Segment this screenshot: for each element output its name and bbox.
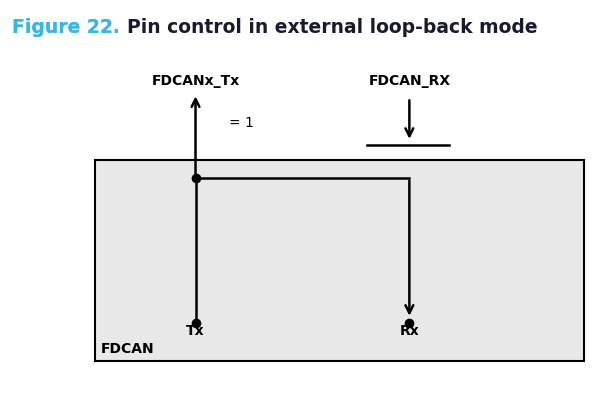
Text: Figure 22.: Figure 22. [12,18,126,37]
Text: = 1: = 1 [229,115,254,129]
Text: Pin control in external loop-back mode: Pin control in external loop-back mode [126,18,537,37]
Text: FDCANx_Tx: FDCANx_Tx [152,74,240,88]
Text: FDCAN: FDCAN [101,341,155,355]
Text: Tx: Tx [186,323,205,337]
Text: Figure 22.: Figure 22. [12,18,126,37]
Text: Rx: Rx [400,323,419,337]
FancyBboxPatch shape [95,160,584,361]
Text: FDCAN_RX: FDCAN_RX [368,74,450,88]
